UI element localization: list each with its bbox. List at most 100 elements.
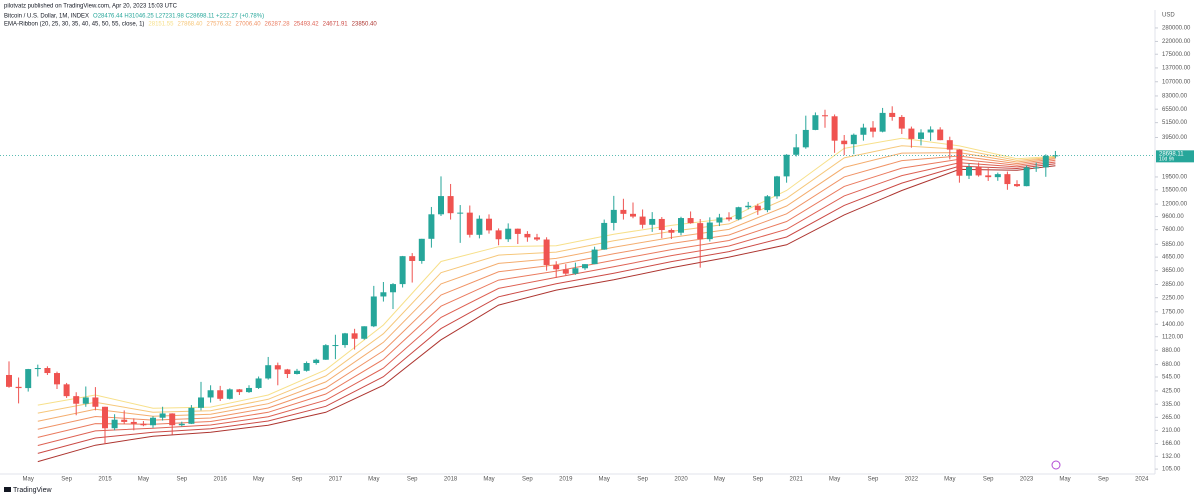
candle-body [274, 365, 281, 370]
y-tick-label: 3650.00 [1162, 268, 1184, 274]
y-tick-label: 175000.00 [1162, 52, 1191, 58]
candle-body [562, 269, 569, 274]
candle-body [754, 205, 761, 211]
candle-body [985, 175, 992, 178]
candle-body [658, 218, 665, 231]
candle-body [303, 363, 310, 371]
candle-body [1052, 155, 1059, 157]
x-tick-label: Sep [1098, 477, 1109, 483]
y-tick-label: 220000.00 [1162, 39, 1191, 45]
candle-body [178, 423, 185, 426]
y-tick-label: 335.00 [1162, 402, 1181, 408]
candle-body [495, 230, 502, 240]
candle-body [198, 397, 204, 408]
logo: TradingView [4, 487, 52, 494]
x-tick-label: 2017 [329, 477, 343, 483]
currency: USD [1162, 13, 1175, 19]
x-tick-label: May [368, 477, 379, 483]
logo-icon [4, 487, 11, 492]
candle-body [524, 233, 531, 238]
candle-body [774, 176, 780, 197]
candle-body [6, 374, 12, 387]
candle-body [927, 129, 934, 133]
candle-body [351, 333, 358, 339]
candle-body [966, 166, 972, 176]
candle-body [15, 386, 22, 389]
candle-body [130, 421, 137, 424]
ribbon-legend-value: 27006.40 [236, 22, 262, 28]
x-tick-label: May [138, 477, 149, 483]
x-tick-label: May [1059, 477, 1070, 483]
x-tick-label: 2016 [214, 477, 228, 483]
candle-body [466, 212, 473, 235]
x-tick-label: Sep [407, 477, 418, 483]
candle-body [418, 238, 425, 261]
y-tick-label: 65500.00 [1162, 107, 1188, 113]
x-tick-label: 2022 [905, 477, 919, 483]
candle-body [169, 413, 176, 426]
candle-body [918, 132, 924, 139]
ribbon-legend-value: 24671.91 [323, 22, 349, 28]
candle-body [572, 268, 579, 274]
candle-body [505, 228, 512, 240]
x-tick-label: 2019 [559, 477, 573, 483]
candle-body [543, 239, 550, 265]
y-tick-label: 137000.00 [1162, 66, 1191, 72]
candle-body [514, 228, 521, 234]
y-tick-label: 83000.00 [1162, 94, 1188, 100]
candle-body [313, 359, 320, 364]
y-tick-label: 680.00 [1162, 362, 1181, 368]
candle-body [322, 345, 329, 360]
ribbon-legend-value: 28151.55 [148, 22, 174, 28]
candle-body [850, 134, 857, 145]
y-tick-label: 15500.00 [1162, 187, 1188, 193]
candle-body [726, 217, 732, 220]
y-tick-label: 5850.00 [1162, 242, 1184, 248]
candle-body [668, 230, 675, 233]
candle-body [44, 368, 51, 374]
candle-body [380, 292, 387, 297]
candle-body [140, 423, 147, 426]
candle-body [54, 373, 60, 385]
candle-body [908, 128, 915, 139]
candle-body [217, 390, 224, 399]
candle-body [102, 406, 108, 429]
candle-body [601, 222, 608, 250]
candle-body [25, 369, 32, 389]
candle-body [399, 256, 406, 285]
y-tick-label: 265.00 [1162, 415, 1181, 421]
candle-body [1004, 174, 1011, 185]
candle-body [294, 370, 300, 375]
x-tick-label: 2015 [98, 477, 112, 483]
candle-body [34, 368, 41, 370]
y-tick-label: 166.00 [1162, 441, 1181, 447]
y-tick-label: 39500.00 [1162, 135, 1188, 141]
x-tick-label: Sep [868, 477, 879, 483]
candle-body [937, 129, 944, 141]
x-tick-label: 2024 [1135, 477, 1149, 483]
candle-body [1014, 184, 1020, 187]
ribbon-legend-value: 27868.40 [177, 22, 203, 28]
candle-body [898, 116, 905, 129]
candle-body [764, 196, 771, 211]
candle-body [370, 296, 377, 327]
candle-body [649, 218, 656, 225]
candle-body [226, 389, 233, 399]
candle-body [255, 378, 262, 388]
ema-line [37, 137, 1056, 409]
logo-text: TradingView [13, 487, 52, 494]
ribbon-legend-value: 27576.32 [206, 22, 232, 28]
y-tick-label: 51500.00 [1162, 120, 1188, 126]
candle-body [207, 390, 214, 398]
candle-body [678, 218, 684, 233]
candle-body [236, 389, 243, 393]
candle-body [994, 174, 1001, 178]
candle-body [975, 166, 982, 176]
candle-body [860, 127, 867, 135]
candle-body [63, 384, 70, 397]
candle-body [879, 112, 886, 132]
y-tick-label: 2250.00 [1162, 295, 1184, 301]
candle-body [1033, 167, 1040, 169]
candle-body [716, 217, 723, 223]
candle-body [188, 407, 195, 424]
